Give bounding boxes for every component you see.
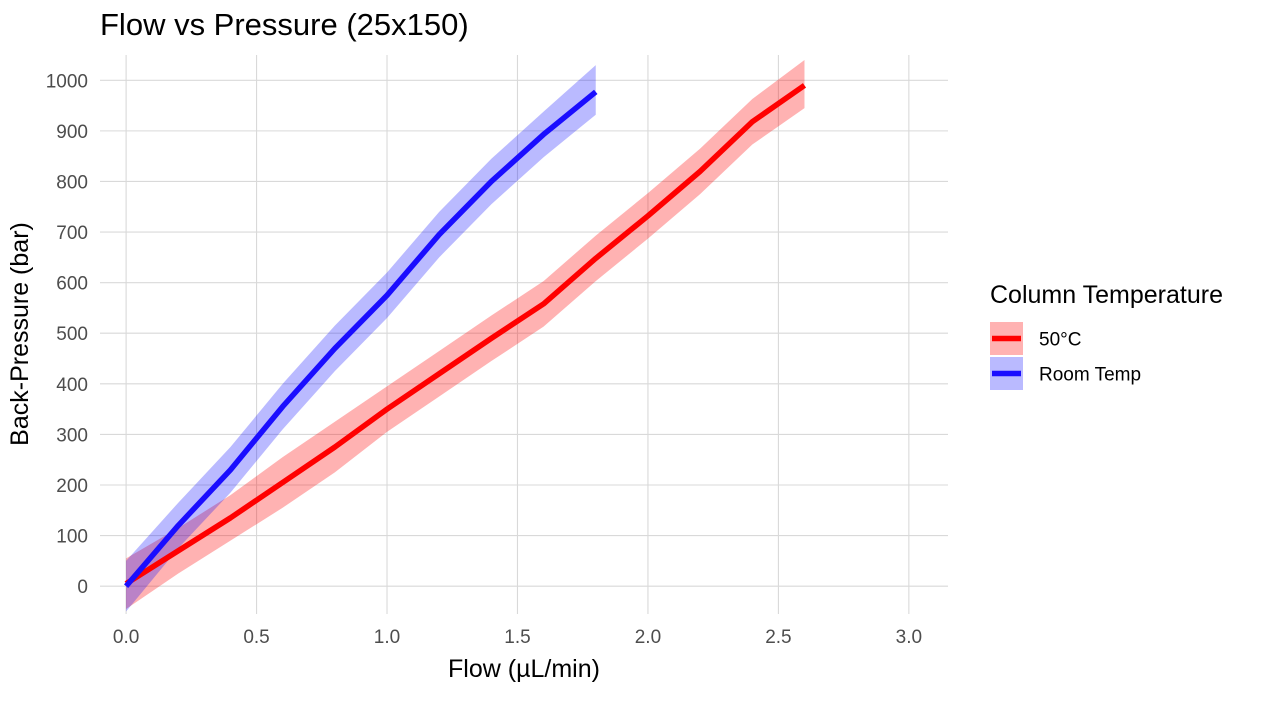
y-tick-label: 600 bbox=[56, 274, 88, 295]
y-axis-tick-labels: 0 100 200 300 400 500 600 700 800 900 1000 bbox=[46, 71, 88, 598]
x-axis-tick-labels: 0.0 0.5 1.0 1.5 2.0 2.5 3.0 bbox=[113, 627, 922, 648]
x-tick-label: 3.0 bbox=[896, 627, 922, 648]
y-tick-label: 300 bbox=[56, 425, 88, 446]
chart-title: Flow vs Pressure (25x150) bbox=[100, 7, 469, 42]
x-tick-label: 0.5 bbox=[243, 627, 269, 648]
legend-title: Column Temperature bbox=[990, 281, 1223, 309]
legend-items: 50°C Room Temp bbox=[990, 322, 1141, 390]
y-tick-label: 100 bbox=[56, 527, 88, 548]
legend-label: 50°C bbox=[1039, 330, 1081, 351]
y-tick-label: 900 bbox=[56, 122, 88, 143]
y-axis-title: Back-Pressure (bar) bbox=[6, 222, 34, 446]
grid-layer bbox=[100, 55, 948, 614]
x-tick-label: 1.0 bbox=[374, 627, 400, 648]
y-tick-label: 800 bbox=[56, 172, 88, 193]
y-tick-label: 200 bbox=[56, 476, 88, 497]
x-axis-title: Flow (µL/min) bbox=[448, 655, 600, 683]
x-tick-label: 2.0 bbox=[635, 627, 661, 648]
y-tick-label: 700 bbox=[56, 223, 88, 244]
y-tick-label: 1000 bbox=[46, 71, 88, 92]
y-tick-label: 400 bbox=[56, 375, 88, 396]
x-tick-label: 0.0 bbox=[113, 627, 139, 648]
y-tick-label: 0 bbox=[77, 577, 88, 598]
legend-label: Room Temp bbox=[1039, 365, 1141, 386]
confidence-band-layer bbox=[126, 60, 805, 612]
confidence-band-series-2 bbox=[126, 65, 596, 612]
x-tick-label: 1.5 bbox=[504, 627, 530, 648]
confidence-band-series-1 bbox=[126, 60, 805, 609]
legend: Column Temperature 50°C Room Temp bbox=[990, 281, 1223, 390]
x-tick-label: 2.5 bbox=[765, 627, 791, 648]
series-line-1 bbox=[124, 83, 807, 586]
y-tick-label: 500 bbox=[56, 324, 88, 345]
series-line-2 bbox=[124, 89, 598, 588]
series-line-layer bbox=[124, 83, 807, 588]
